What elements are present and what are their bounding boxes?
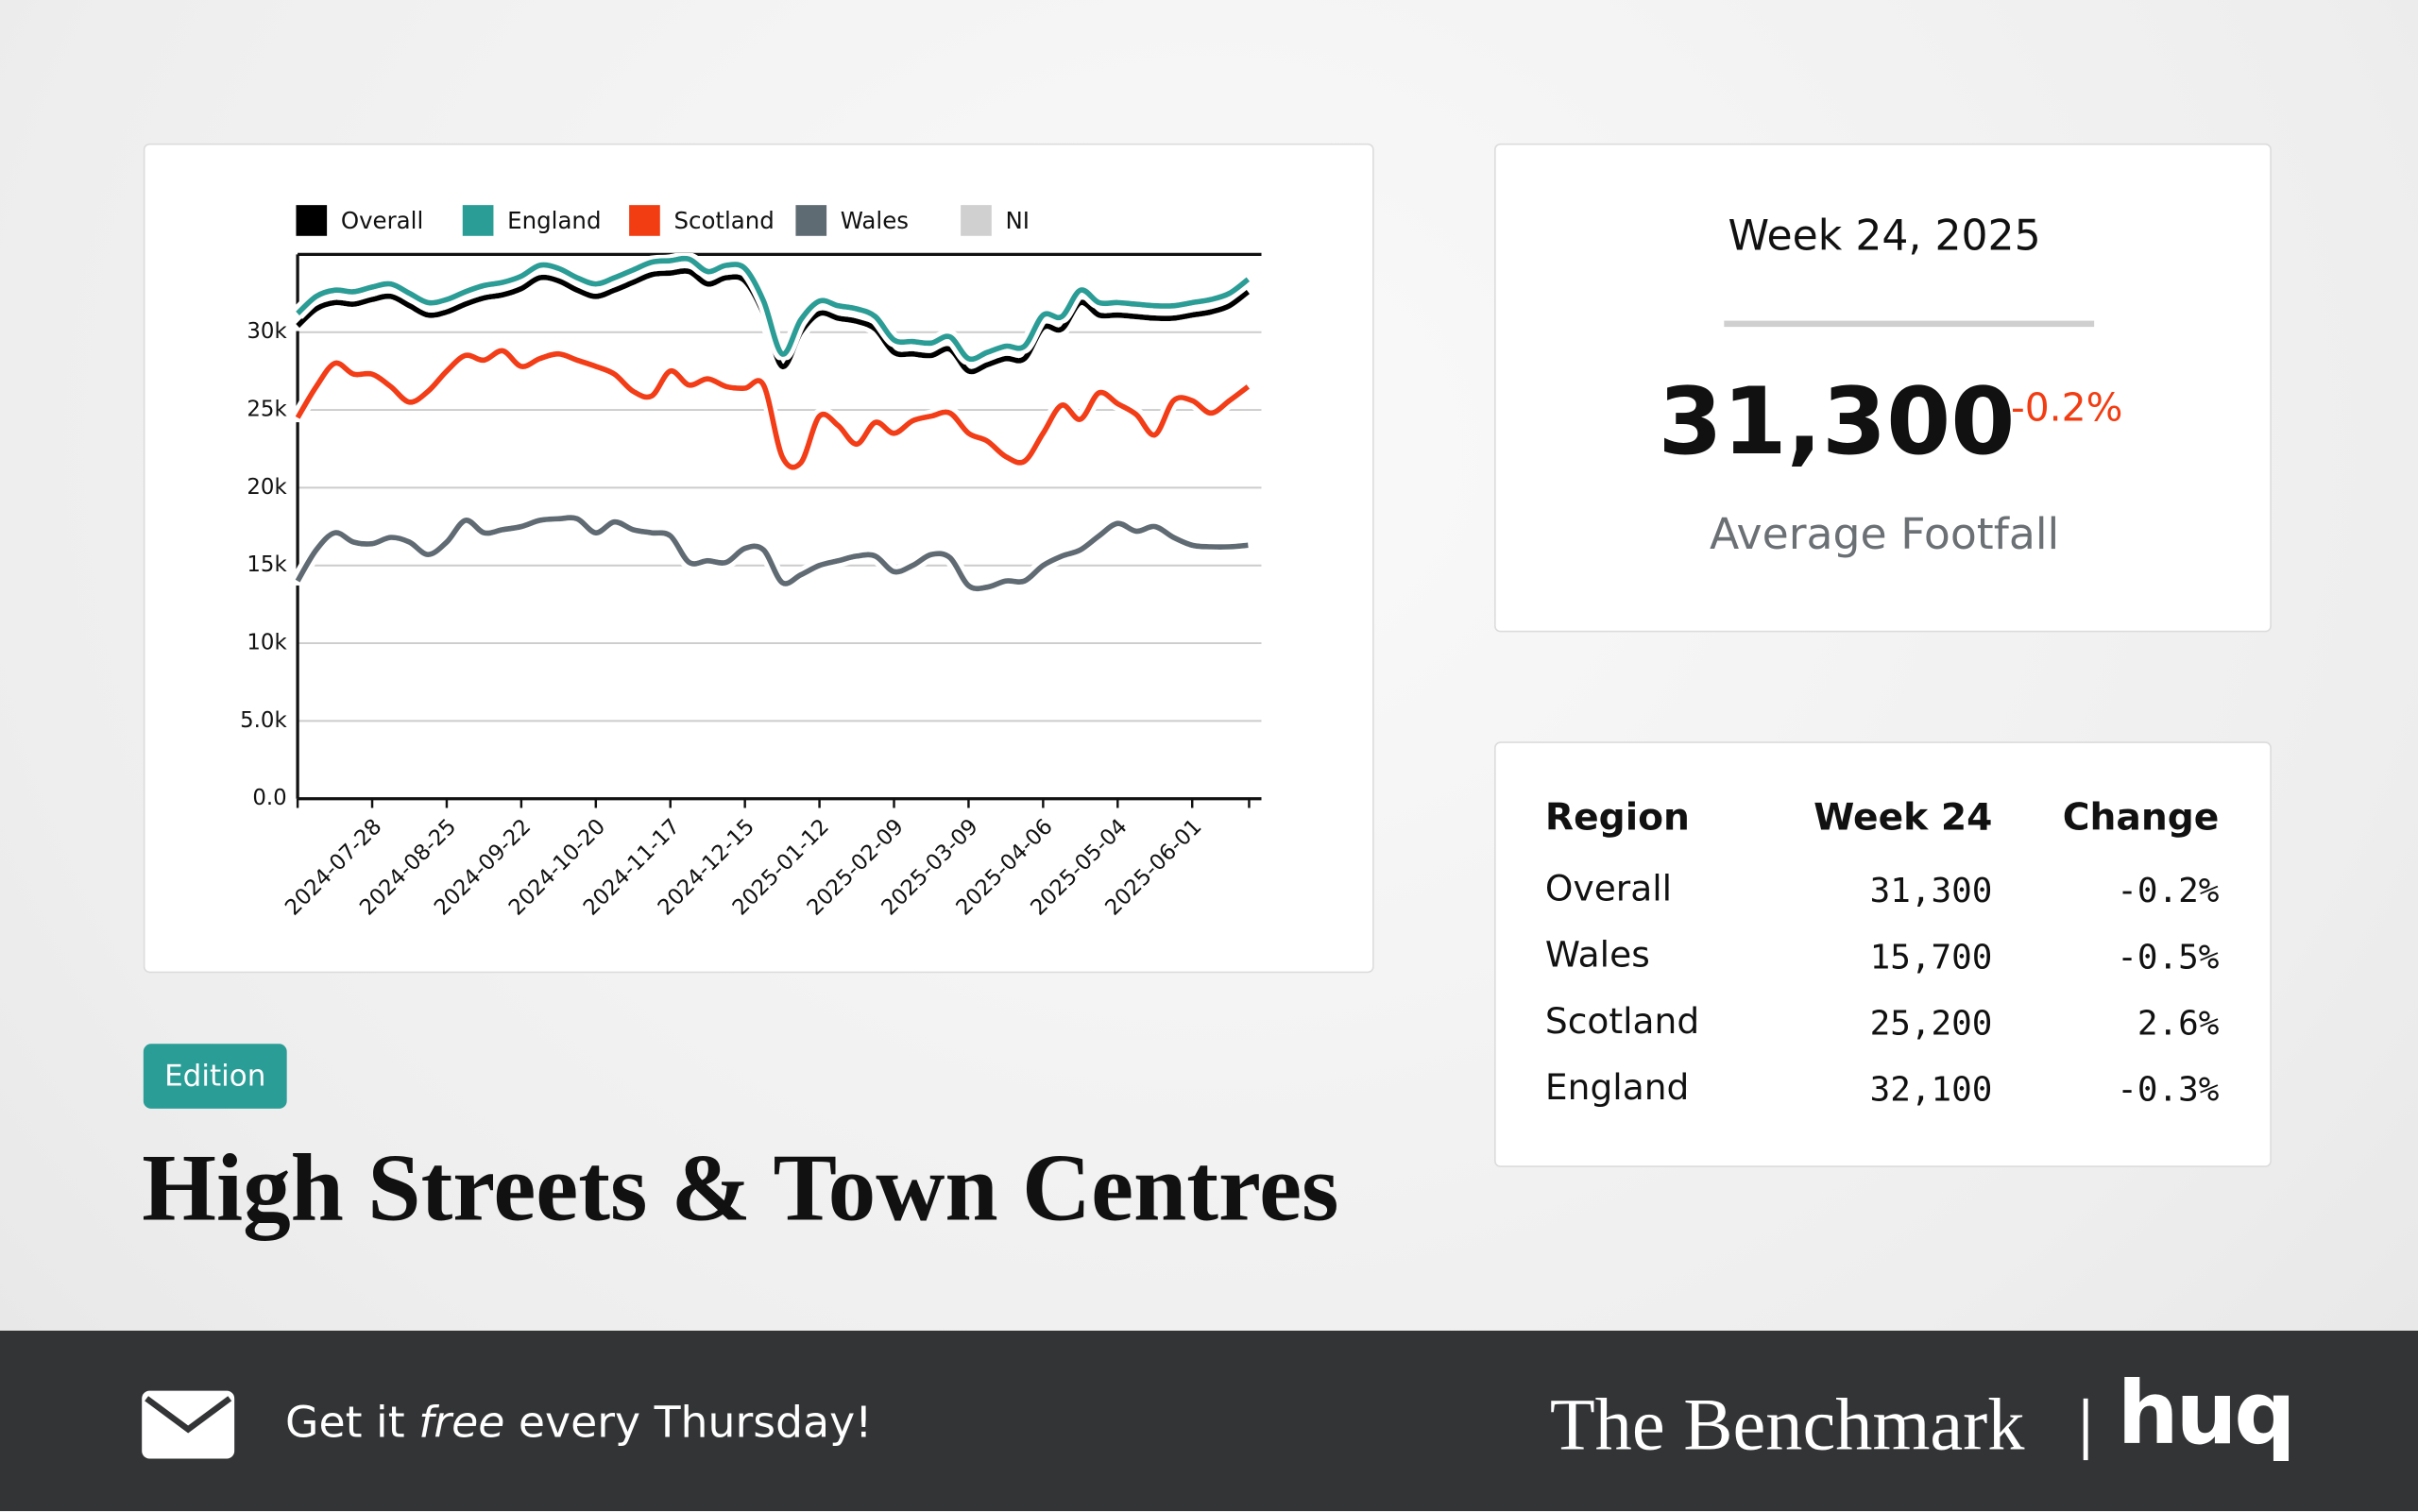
legend-swatch xyxy=(295,204,327,235)
y-tick-label: 15k xyxy=(247,552,287,576)
series-line xyxy=(295,267,1250,374)
table-cell: England xyxy=(1544,1068,1690,1109)
divider xyxy=(1724,320,2095,328)
table-cell: -0.5% xyxy=(2117,939,2220,978)
legend-swatch xyxy=(628,204,659,235)
table-cell: 32,100 xyxy=(1869,1071,1993,1111)
y-tick-label: 20k xyxy=(247,474,287,499)
legend-label: Wales xyxy=(840,206,908,233)
stat-title: Week 24, 2025 xyxy=(1728,212,2041,261)
chart: 0.05.0k10k15k20k25k30k2024-07-282024-08-… xyxy=(239,204,1261,920)
badge: Edition xyxy=(143,1044,287,1109)
table-cell: 25,200 xyxy=(1869,1005,1993,1045)
cta: Get it free every Thursday! xyxy=(285,1397,872,1448)
table-cell: Scotland xyxy=(1544,1002,1700,1043)
table-cell: 2.6% xyxy=(2137,1005,2220,1045)
series-line xyxy=(295,255,1250,362)
table-cell: Overall xyxy=(1544,869,1673,910)
table-cell: 31,300 xyxy=(1869,873,1993,911)
legend-label: NI xyxy=(1005,206,1030,233)
y-tick-label: 5.0k xyxy=(239,707,286,732)
legend-swatch xyxy=(794,204,826,235)
footer: Get it free every Thursday! The Benchmar… xyxy=(0,1330,2418,1511)
table-cell: -0.3% xyxy=(2117,1071,2220,1111)
legend-swatch xyxy=(461,204,493,235)
table-cell: 15,700 xyxy=(1869,939,1993,978)
y-tick-label: 30k xyxy=(247,318,287,343)
cta-text: Get it xyxy=(285,1397,419,1449)
series-line xyxy=(294,347,1250,469)
table-card: Region Week 24 Change Overall 31,300 -0.2% Wal… xyxy=(1494,741,2272,1167)
legend-label: Overall xyxy=(340,206,422,233)
cta-text: every Thursday! xyxy=(504,1397,873,1449)
legend-label: England xyxy=(506,206,600,233)
y-tick-label: 25k xyxy=(247,397,287,421)
mail-icon xyxy=(142,1390,235,1459)
table-header: Region xyxy=(1544,795,1690,840)
stat-label: Average Footfall xyxy=(1709,508,2060,560)
y-tick-label: 10k xyxy=(247,630,287,654)
table-header: Week 24 xyxy=(1814,795,1993,840)
stat-change: -0.2% xyxy=(2010,385,2123,431)
brand: The Benchmark xyxy=(1549,1385,2025,1467)
table-cell: -0.2% xyxy=(2117,873,2220,911)
separator xyxy=(2083,1398,2088,1461)
chart-card: 0.0 5.0k 10k 15k 20k 25k 30k 2024-07-28 2024-08-… xyxy=(143,143,1374,974)
headline: High Streets & Town Centres xyxy=(142,1136,1339,1242)
table-header: Change xyxy=(2062,795,2220,840)
y-tick-label: 0.0 xyxy=(252,785,286,809)
table-cell: Wales xyxy=(1544,936,1650,977)
stat-card: Week 24, 2025 31,300 -0.2% Average Footf… xyxy=(1494,143,2272,633)
stat-value: 31,300 xyxy=(1658,368,2016,477)
logo: huq xyxy=(2117,1364,2296,1466)
series-line xyxy=(294,514,1248,591)
legend-label: Scotland xyxy=(673,206,774,233)
legend-swatch xyxy=(960,204,991,235)
cta-emphasis: free xyxy=(418,1397,505,1449)
